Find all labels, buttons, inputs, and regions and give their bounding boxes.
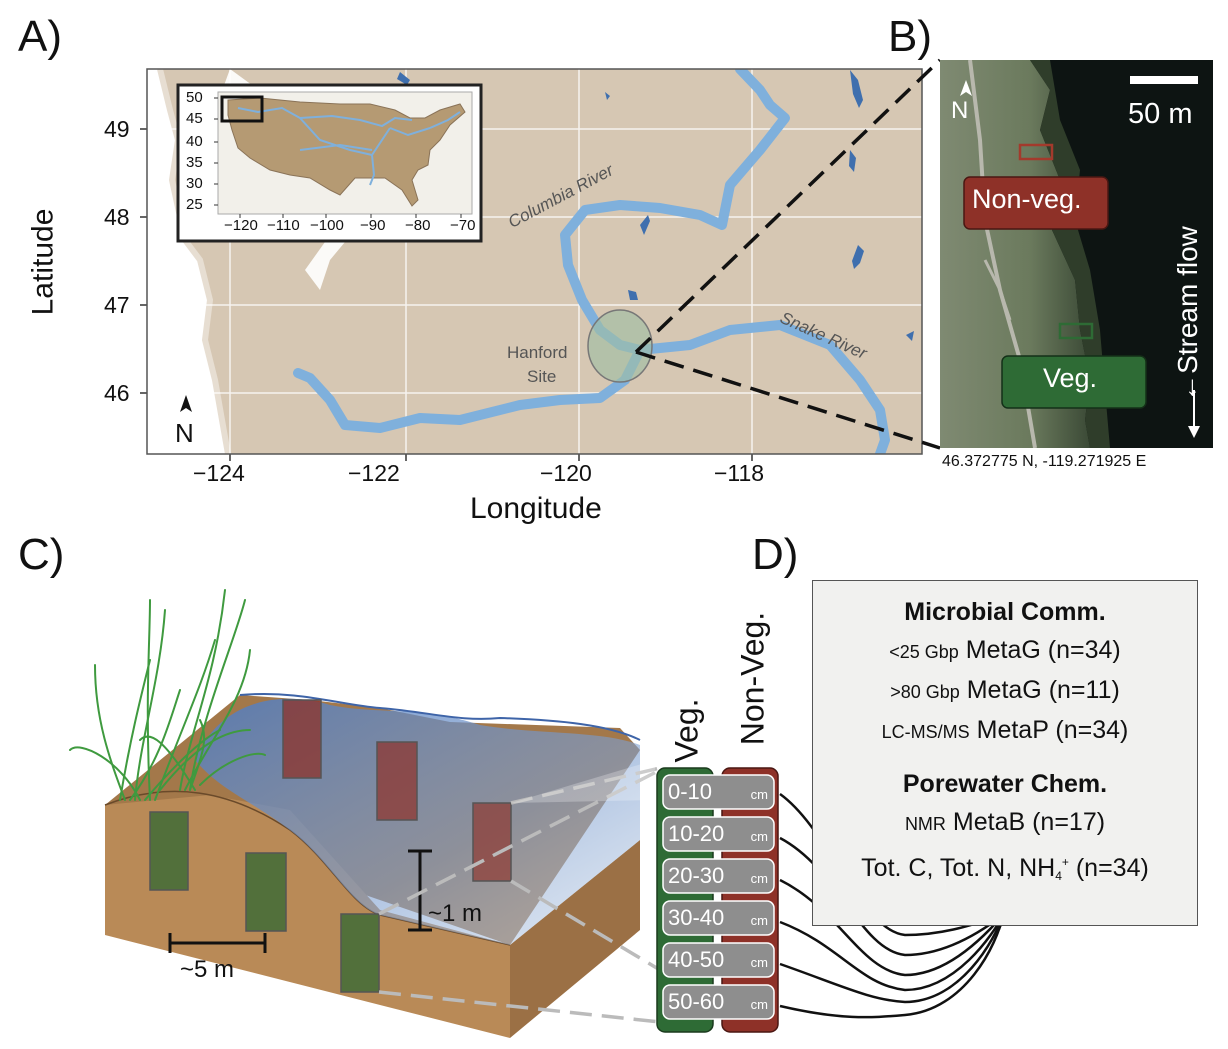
depth-interval-box	[662, 942, 775, 978]
veg-column-label: Veg.	[668, 698, 705, 763]
inset-y-tick: 40	[186, 133, 203, 150]
depth-interval-label: 0-10 cm	[668, 779, 768, 804]
map-y-tick: 47	[104, 292, 130, 318]
inset-x-tick: −110	[267, 217, 300, 234]
analyses-box: Microbial Comm. <25 Gbp MetaG (n=34) >80…	[812, 580, 1198, 926]
site-coordinates: 46.372775 N, -119.271925 E	[942, 453, 1147, 470]
panel-label-c: C)	[18, 530, 65, 579]
metag-deep-line: >80 Gbp MetaG (n=11)	[890, 676, 1120, 704]
inset-x-tick: −70	[450, 217, 476, 234]
depth-interval-box	[662, 858, 775, 894]
map-x-axis-title: Longitude	[470, 492, 602, 525]
map-x-tick: −118	[714, 460, 765, 486]
hanford-label: Hanford	[507, 343, 568, 362]
depth-interval-box	[662, 816, 775, 852]
scale-bar-label: 50 m	[1128, 98, 1193, 130]
inset-y-tick: 30	[186, 175, 203, 192]
map-x-tick: −122	[348, 460, 400, 486]
depth-interval-label: 10-20 cm	[668, 821, 768, 846]
depth-interval-box	[662, 774, 775, 810]
north-arrow-icon	[180, 395, 192, 412]
north-label: N	[175, 418, 194, 448]
map-x-tick: −124	[193, 460, 245, 486]
map-x-tick: −120	[540, 460, 592, 486]
metab-line: NMR MetaB (n=17)	[904, 808, 1106, 836]
panel-label-d: D)	[752, 530, 799, 579]
map-y-tick: 46	[104, 380, 130, 406]
hanford-site-area	[587, 309, 653, 383]
map-y-tick: 48	[104, 204, 130, 230]
depth-interval-label: 40-50 cm	[668, 947, 768, 972]
depth-interval-box	[662, 984, 775, 1020]
inset-y-tick: 45	[186, 110, 203, 127]
inset-y-tick: 25	[186, 196, 203, 213]
depth-interval-label: 30-40 cm	[668, 905, 768, 930]
inset-y-tick: 35	[186, 154, 203, 171]
panel-label-b: B)	[888, 12, 932, 61]
inset-x-tick: −120	[224, 217, 258, 234]
nonveg-column-label: Non-Veg.	[734, 611, 771, 746]
depth-interval-label: 50-60 cm	[668, 989, 768, 1014]
microbial-heading: Microbial Comm.	[904, 598, 1106, 626]
porewater-heading: Porewater Chem.	[902, 770, 1108, 798]
nonveg-label: Non-veg.	[972, 184, 1082, 214]
site-label: Site	[527, 367, 557, 386]
inset-x-tick: −100	[310, 217, 344, 234]
inset-x-tick: −90	[360, 217, 386, 234]
photo-north-arrow-icon	[960, 80, 972, 96]
chemistry-line: Tot. C, Tot. N, NH4+ (n=34)	[861, 854, 1149, 883]
map-y-tick: 49	[104, 116, 130, 142]
photo-north-label: N	[951, 97, 969, 124]
inset-x-tick: −80	[405, 217, 431, 234]
depth-interval-label: 20-30 cm	[668, 863, 768, 888]
aerial-photo	[940, 60, 1213, 448]
veg-label: Veg.	[1043, 363, 1098, 393]
metap-line: LC-MS/MS MetaP (n=34)	[881, 716, 1129, 744]
depth-scale-label: ~1 m	[428, 900, 483, 927]
depth-interval-box	[662, 900, 775, 936]
inset-y-tick: 50	[186, 89, 203, 106]
metag-shallow-line: <25 Gbp MetaG (n=34)	[889, 636, 1121, 664]
panel-label-a: A)	[18, 12, 62, 61]
width-scale-label: ~5 m	[180, 956, 235, 983]
